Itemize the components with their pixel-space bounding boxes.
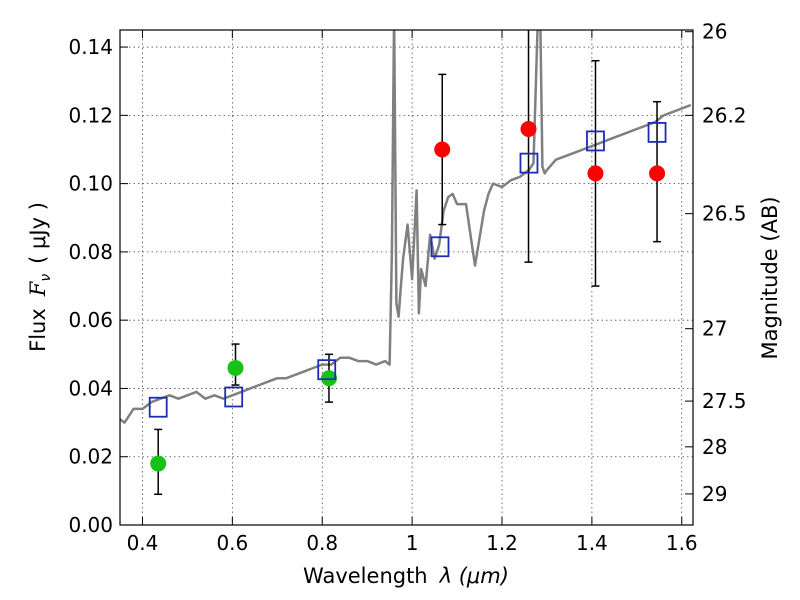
data-point <box>520 121 537 137</box>
x-tick-label: 1.4 <box>576 531 608 555</box>
y2-tick-label: 27 <box>702 317 727 341</box>
x-tick-label: 1.2 <box>486 531 518 555</box>
x-tick-label: 0.4 <box>127 531 159 555</box>
x-tick-labels: 0.4 0.6 0.8 1 1.2 1.4 1.6 <box>127 531 698 555</box>
data-point-layer <box>148 121 667 472</box>
x-tick-label: 0.6 <box>216 531 248 555</box>
data-point <box>317 359 337 381</box>
data-point <box>649 165 666 182</box>
y-tick-label: 0.12 <box>68 103 113 127</box>
y-tick-label: 0.00 <box>68 513 113 537</box>
data-point <box>647 122 667 143</box>
y2-tick-labels: 26 26.2 26.5 27 27.5 28 29 <box>702 20 747 506</box>
y2-tick-label: 26 <box>702 20 727 44</box>
plot-frame <box>119 29 694 526</box>
data-point <box>519 152 539 174</box>
data-point <box>434 141 451 158</box>
data-point <box>587 165 604 182</box>
y2-tick-label: 27.5 <box>702 389 747 413</box>
y-axis-label-subscript: ν <box>38 274 54 282</box>
x-tick-label: 1 <box>406 531 419 555</box>
x-tick-label: 1.6 <box>666 531 698 555</box>
x-axis-label: Wavelength λ (μm) <box>303 564 509 588</box>
y-axis-label: Flux Fν ( μJy ) <box>26 202 54 352</box>
model-spectrum-layer <box>120 30 692 424</box>
y-tick-label: 0.04 <box>68 376 113 400</box>
y-tick-label: 0.10 <box>68 172 113 196</box>
model-spectrum-line <box>120 30 692 424</box>
y-tick-label: 0.14 <box>68 35 113 59</box>
data-point <box>224 386 244 408</box>
data-point <box>148 396 168 418</box>
y-axis-label-symbol: F <box>26 280 50 297</box>
y2-tick-label: 26.5 <box>702 202 747 226</box>
data-point <box>586 130 605 152</box>
ticks <box>120 30 693 526</box>
x-tick-label: 0.8 <box>306 531 338 555</box>
data-point <box>430 236 450 258</box>
y-tick-label: 0.02 <box>68 445 113 469</box>
data-point <box>227 359 244 376</box>
y2-tick-label: 28 <box>702 435 727 459</box>
y2-tick-label: 26.2 <box>702 103 747 127</box>
x-axis-label-text: Wavelength <box>303 564 428 588</box>
y-tick-labels: 0.00 0.02 0.04 0.06 0.08 0.10 0.12 0.14 <box>68 35 113 537</box>
y2-axis-label: Magnitude (AB) <box>758 196 782 359</box>
data-point <box>320 370 337 387</box>
y-axis-label-unit: ( μJy ) <box>26 202 50 264</box>
data-point <box>150 455 167 472</box>
y2-tick-label: 29 <box>702 482 727 506</box>
y-axis-label-text: Flux <box>26 308 50 352</box>
y-tick-label: 0.06 <box>68 308 113 332</box>
y-tick-label: 0.08 <box>68 240 113 264</box>
x-axis-label-symbol: λ (μm) <box>439 564 509 588</box>
